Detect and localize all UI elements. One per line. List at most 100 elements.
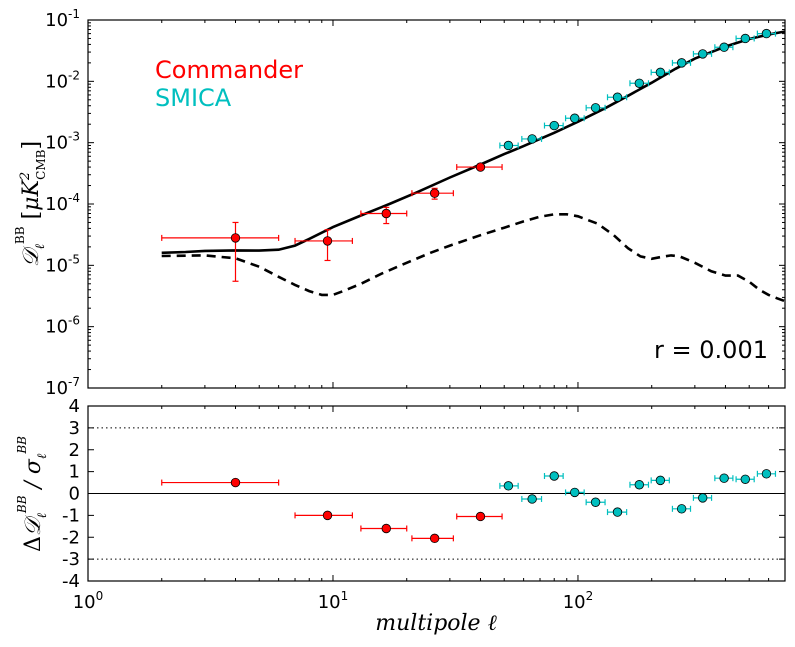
y-tick-label: 2: [69, 440, 80, 461]
y-tick-label: -3: [62, 549, 80, 570]
smica-marker: [634, 480, 645, 490]
commander-point-4: [411, 187, 454, 200]
smica-point-8: [650, 67, 670, 78]
smica-marker: [761, 28, 772, 39]
y-tick-label: -2: [62, 527, 80, 548]
smica-point-4: [564, 487, 585, 498]
x-axis-label: multipole ℓ: [375, 611, 497, 636]
x-tick-label: 102: [563, 589, 594, 613]
smica-point-11: [714, 473, 734, 483]
smica-point-10: [692, 493, 713, 503]
smica-point-1: [499, 481, 519, 491]
top-panel: 10-7 10-6 10-5 10-4 10-3 10-2 10-1 Commander S…: [13, 7, 786, 399]
smica-point-5: [585, 103, 606, 113]
smica-point-2: [521, 494, 543, 504]
y-tick-label: 10-3: [45, 130, 80, 154]
smica-point-13: [756, 28, 777, 39]
smica-point-7: [629, 78, 650, 88]
smica-point-6: [606, 92, 628, 102]
smica-marker: [590, 497, 601, 507]
smica-point-11: [714, 42, 734, 52]
top-y-axis-label: 𝒟ℓBB [μK2CMB]: [13, 141, 48, 267]
smica-point-9: [671, 58, 692, 68]
smica-marker: [698, 49, 708, 59]
r-value-annotation: r = 0.001: [654, 336, 768, 364]
commander-marker: [475, 162, 486, 172]
smica-marker: [549, 471, 559, 481]
smica-point-2: [521, 134, 543, 144]
smica-marker: [719, 473, 729, 483]
commander-marker: [475, 511, 486, 522]
smica-point-12: [735, 33, 755, 44]
smica-marker: [655, 475, 666, 486]
smica-point-3: [543, 471, 564, 481]
y-tick-label: 10-1: [45, 7, 80, 31]
y-tick-label: 4: [69, 396, 80, 417]
commander-marker: [381, 523, 391, 534]
smica-marker: [503, 481, 514, 491]
legend-commander: Commander: [155, 56, 303, 84]
smica-marker: [676, 504, 687, 514]
y-tick-label: 10-7: [45, 375, 80, 399]
y-tick-label: 10-2: [45, 68, 80, 92]
smica-point-5: [585, 497, 606, 507]
smica-marker: [549, 120, 559, 131]
bottom-y-axis-label: Δ𝒟ℓBB / σℓBB: [15, 436, 50, 552]
smica-point-6: [606, 507, 628, 517]
commander-marker: [429, 188, 440, 198]
commander-point-1: [161, 477, 280, 488]
commander-point-5: [456, 511, 503, 522]
smica-point-13: [756, 469, 777, 479]
smica-point-1: [499, 140, 519, 151]
commander-marker: [230, 233, 241, 243]
smica-marker: [590, 103, 601, 113]
y-tick-label: -4: [62, 571, 80, 592]
smica-marker: [527, 494, 537, 504]
bottom-data-points: [161, 469, 777, 544]
smica-marker: [761, 469, 772, 479]
smica-marker: [503, 140, 514, 151]
commander-marker: [322, 510, 333, 521]
bottom-plot-frame: [87, 405, 786, 582]
top-plot-frame: [87, 19, 786, 389]
y-tick-label: -1: [62, 505, 80, 526]
smica-point-8: [650, 475, 670, 486]
y-tick-label: 3: [69, 418, 80, 439]
y-tick-label: 10-4: [45, 191, 80, 215]
commander-point-2: [294, 229, 353, 262]
smica-marker: [570, 113, 580, 123]
smica-marker: [655, 67, 666, 78]
y-tick-label: 1: [69, 462, 80, 483]
legend-smica: SMICA: [155, 84, 232, 112]
smica-marker: [740, 33, 751, 44]
commander-point-3: [360, 206, 408, 225]
smica-marker: [612, 92, 623, 102]
commander-marker: [230, 477, 241, 488]
commander-point-2: [294, 510, 353, 521]
x-tick-label: 101: [318, 589, 349, 613]
y-tick-label: 10-6: [45, 314, 80, 338]
x-tick-label: 100: [73, 589, 104, 613]
top-plot-area: [88, 20, 785, 388]
smica-marker: [676, 58, 687, 68]
smica-marker: [719, 42, 729, 52]
top-data-points: [161, 28, 777, 282]
svg-text:Δ𝒟ℓBB / σℓBB: Δ𝒟ℓBB / σℓBB: [15, 436, 50, 552]
commander-marker: [322, 236, 333, 246]
smica-marker: [698, 493, 708, 503]
smica-point-7: [629, 480, 650, 490]
bottom-reference-lines: [88, 427, 785, 560]
commander-marker: [429, 533, 440, 544]
smica-point-4: [564, 113, 585, 123]
smica-point-3: [543, 120, 564, 131]
commander-point-5: [456, 162, 503, 172]
commander-point-4: [411, 533, 454, 544]
smica-marker: [634, 78, 645, 88]
svg-text:𝒟ℓBB [μK2CMB]: 𝒟ℓBB [μK2CMB]: [13, 141, 48, 267]
commander-marker: [381, 208, 391, 219]
commander-point-3: [360, 523, 408, 534]
smica-marker: [740, 474, 751, 484]
